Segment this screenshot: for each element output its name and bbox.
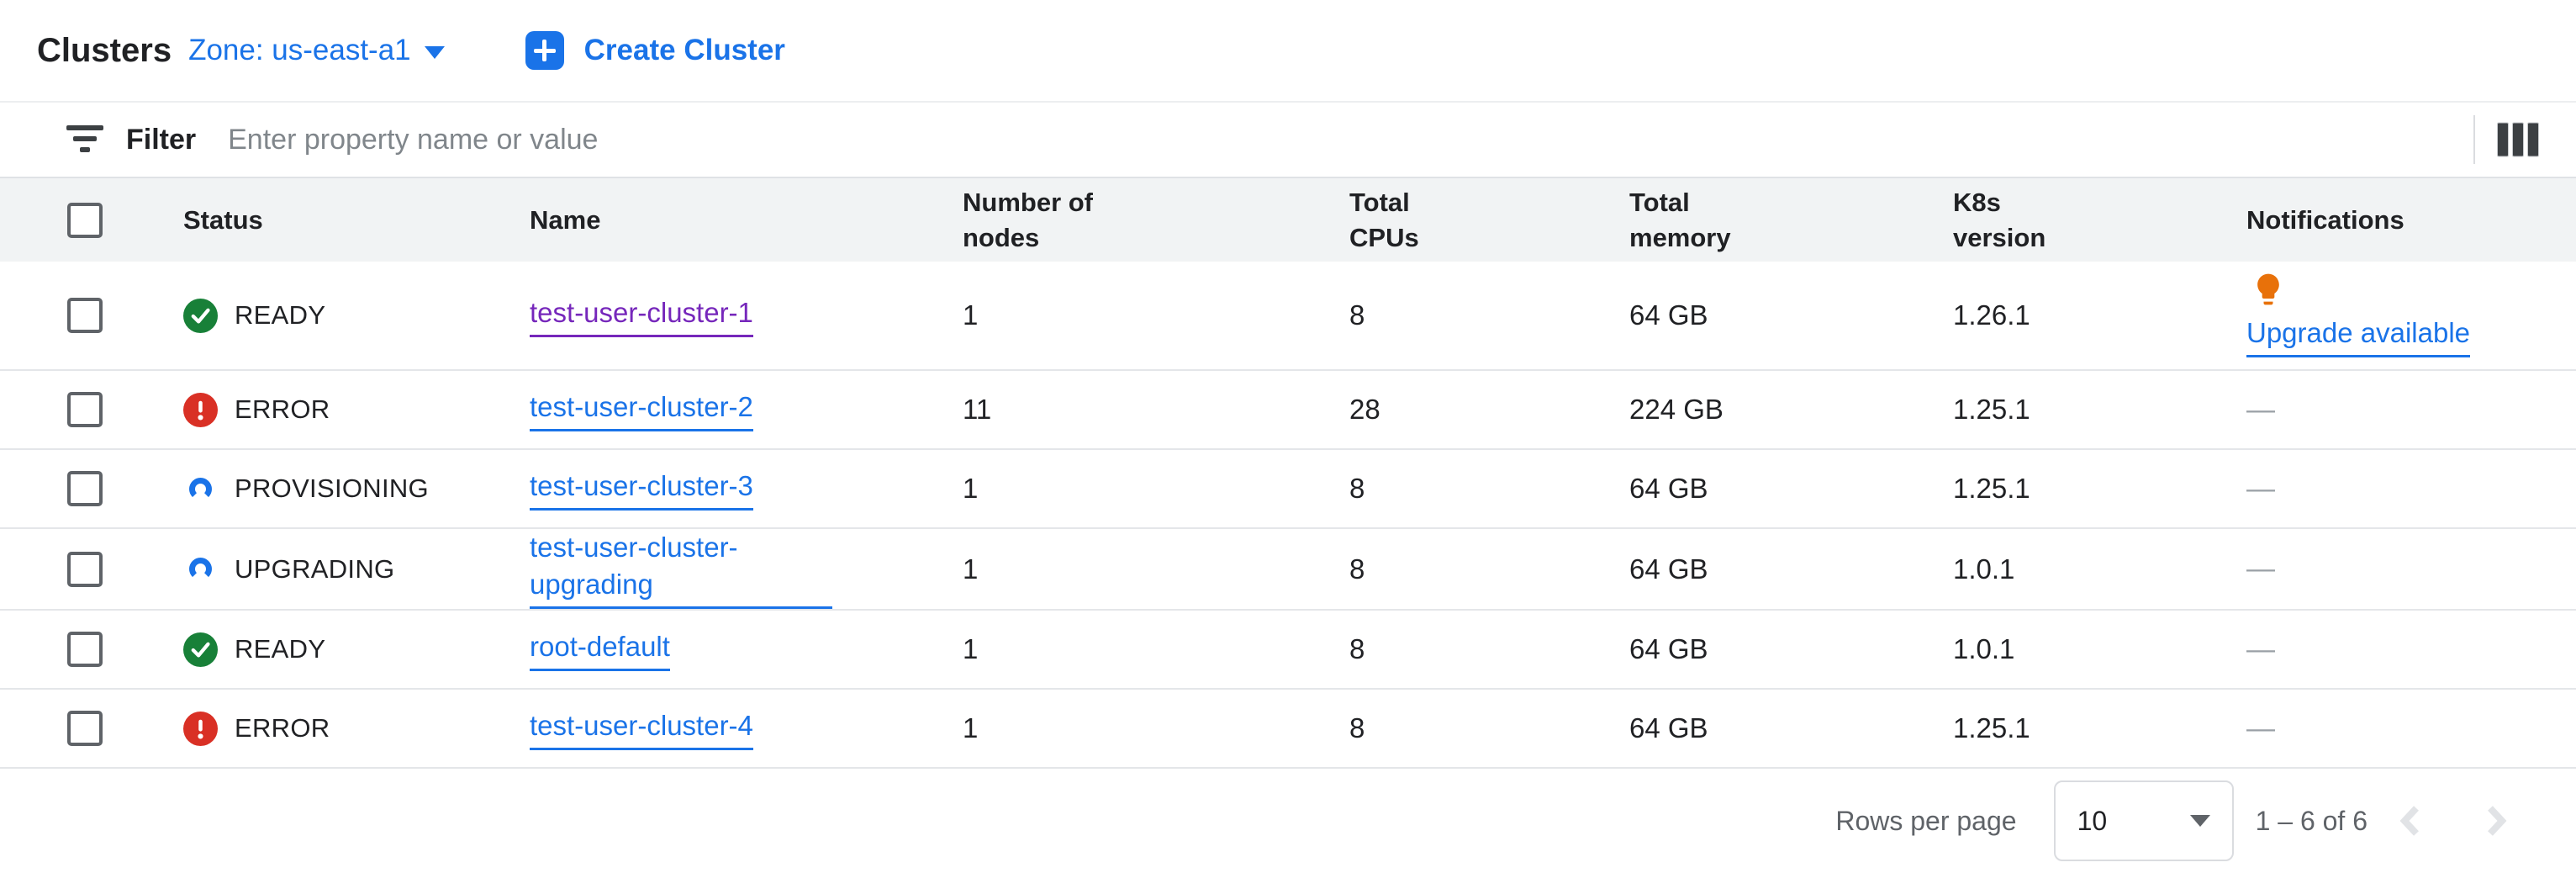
- k8s-version-value: 1.25.1: [1953, 712, 2030, 743]
- column-header-k8s-version: K8s version: [1953, 187, 2046, 252]
- filter-list-icon: [66, 120, 104, 161]
- lightbulb-icon: [2250, 270, 2287, 313]
- cluster-name-link[interactable]: test-user-cluster-1: [530, 294, 753, 337]
- cluster-name-link[interactable]: test-user-cluster-2: [530, 389, 753, 431]
- table-row: ERROR test-user-cluster-4 1 8 64 GB 1.25…: [0, 689, 2576, 768]
- no-notification-dash: —: [2246, 712, 2275, 744]
- status-label: READY: [235, 634, 326, 664]
- clusters-table: Status Name Number of nodes Total CPUs T…: [0, 178, 2576, 769]
- memory-value: 64 GB: [1629, 473, 1708, 504]
- zone-selector-label: Zone: us-east-a1: [188, 34, 411, 66]
- select-all-checkbox[interactable]: [67, 202, 103, 238]
- status-label: ERROR: [235, 394, 330, 424]
- status-icon: [183, 711, 218, 746]
- column-header-name: Name: [530, 204, 601, 235]
- column-display-options-button[interactable]: [2497, 121, 2539, 158]
- status-icon: [183, 552, 218, 586]
- status-label: PROVISIONING: [235, 474, 429, 503]
- table-row: PROVISIONING test-user-cluster-3 1 8 64 …: [0, 449, 2576, 528]
- chevron-left-icon: [2399, 806, 2419, 836]
- filter-bar: Filter: [0, 103, 2576, 178]
- next-page-button[interactable]: [2480, 802, 2510, 839]
- nodes-value: 1: [963, 633, 979, 664]
- status-icon: [183, 392, 218, 427]
- status-icon: [183, 472, 218, 506]
- no-notification-dash: —: [2246, 393, 2275, 426]
- column-header-notifications: Notifications: [2246, 204, 2404, 235]
- filter-input[interactable]: [226, 122, 2473, 157]
- k8s-version-value: 1.25.1: [1953, 473, 2030, 504]
- table-row: READY test-user-cluster-1 1 8 64 GB 1.26…: [0, 262, 2576, 370]
- cpus-value: 8: [1349, 712, 1365, 743]
- zone-selector[interactable]: Zone: us-east-a1: [188, 34, 445, 67]
- pagination-bar: Rows per page 10 1 – 6 of 6: [0, 769, 2576, 873]
- cpus-value: 8: [1349, 553, 1365, 585]
- rows-per-page-label: Rows per page: [1835, 805, 2017, 836]
- cpus-value: 8: [1349, 633, 1365, 664]
- k8s-version-value: 1.25.1: [1953, 394, 2030, 425]
- nodes-value: 11: [963, 394, 992, 425]
- page-range-label: 1 – 6 of 6: [2255, 805, 2367, 836]
- memory-value: 64 GB: [1629, 553, 1708, 585]
- column-header-cpus: Total CPUs: [1349, 187, 1419, 252]
- row-checkbox[interactable]: [67, 298, 103, 333]
- status-label: UPGRADING: [235, 553, 395, 584]
- no-notification-dash: —: [2246, 472, 2275, 505]
- rows-per-page-value: 10: [2077, 805, 2108, 836]
- memory-value: 64 GB: [1629, 633, 1708, 664]
- cluster-name-link[interactable]: test-user-cluster-upgrading: [530, 529, 832, 609]
- no-notification-dash: —: [2246, 632, 2275, 665]
- table-row: ERROR test-user-cluster-2 11 28 224 GB 1…: [0, 370, 2576, 449]
- status-label: READY: [235, 300, 326, 330]
- chevron-down-icon: [2189, 815, 2210, 827]
- table-row: READY root-default 1 8 64 GB 1.0.1 —: [0, 610, 2576, 689]
- table-header-row: Status Name Number of nodes Total CPUs T…: [0, 178, 2576, 262]
- toolbar-divider: [2473, 115, 2475, 164]
- upgrade-available-link[interactable]: Upgrade available: [2246, 315, 2471, 357]
- column-header-status: Status: [183, 204, 263, 235]
- create-cluster-button[interactable]: Create Cluster: [525, 31, 785, 70]
- table-row: UPGRADING test-user-cluster-upgrading 1 …: [0, 528, 2576, 610]
- cluster-name-link[interactable]: test-user-cluster-3: [530, 468, 753, 511]
- memory-value: 64 GB: [1629, 712, 1708, 743]
- chevron-down-icon: [424, 45, 445, 59]
- row-checkbox[interactable]: [67, 392, 103, 427]
- cluster-name-link[interactable]: root-default: [530, 628, 670, 671]
- row-checkbox[interactable]: [67, 551, 103, 587]
- nodes-value: 1: [963, 553, 979, 585]
- cpus-value: 8: [1349, 473, 1365, 504]
- status-icon: [183, 298, 218, 333]
- cpus-value: 8: [1349, 299, 1365, 331]
- plus-icon: [525, 31, 564, 70]
- no-notification-dash: —: [2246, 553, 2275, 585]
- column-display-icon: [2497, 122, 2539, 157]
- filter-label: Filter: [126, 123, 197, 156]
- k8s-version-value: 1.0.1: [1953, 633, 2015, 664]
- create-cluster-label: Create Cluster: [583, 34, 785, 66]
- status-icon: [183, 632, 218, 667]
- row-checkbox[interactable]: [67, 471, 103, 506]
- row-checkbox[interactable]: [67, 711, 103, 746]
- column-header-memory: Total memory: [1629, 187, 1731, 252]
- column-header-nodes: Number of nodes: [963, 187, 1093, 252]
- page-header: Clusters Zone: us-east-a1 Create Cluster: [0, 0, 2576, 103]
- cpus-value: 28: [1349, 394, 1380, 425]
- memory-value: 224 GB: [1629, 394, 1723, 425]
- k8s-version-value: 1.26.1: [1953, 299, 2030, 331]
- status-label: ERROR: [235, 713, 330, 743]
- k8s-version-value: 1.0.1: [1953, 553, 2015, 585]
- nodes-value: 1: [963, 473, 979, 504]
- nodes-value: 1: [963, 299, 979, 331]
- rows-per-page-select[interactable]: 10: [2053, 780, 2234, 861]
- memory-value: 64 GB: [1629, 299, 1708, 331]
- chevron-right-icon: [2488, 806, 2507, 836]
- notification: Upgrade available: [2246, 262, 2556, 369]
- previous-page-button[interactable]: [2396, 802, 2426, 839]
- row-checkbox[interactable]: [67, 632, 103, 667]
- nodes-value: 1: [963, 712, 979, 743]
- cluster-name-link[interactable]: test-user-cluster-4: [530, 707, 753, 750]
- page-title: Clusters: [37, 31, 172, 69]
